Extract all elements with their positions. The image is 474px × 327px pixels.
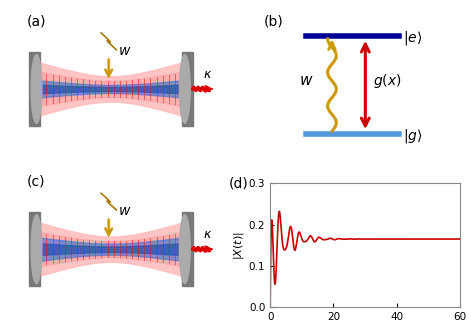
Ellipse shape [31,215,42,284]
Ellipse shape [180,215,190,284]
Polygon shape [100,33,117,50]
Text: (c): (c) [26,175,45,189]
Text: (d): (d) [228,177,248,191]
Text: $w$: $w$ [299,73,314,88]
Text: $g(x)$: $g(x)$ [373,72,402,90]
Text: (a): (a) [26,14,46,28]
Bar [182,212,192,286]
Ellipse shape [180,55,190,123]
Text: $\kappa$: $\kappa$ [202,228,212,241]
Text: $w$: $w$ [118,43,131,58]
Bar [182,52,192,126]
Text: $\kappa$: $\kappa$ [202,68,212,81]
Text: $|g\rangle$: $|g\rangle$ [402,128,422,146]
Bar [29,212,39,286]
Ellipse shape [31,55,42,123]
Bar [29,52,39,126]
Text: $|e\rangle$: $|e\rangle$ [402,29,422,47]
Polygon shape [100,193,117,211]
Y-axis label: $|X(t)|$: $|X(t)|$ [232,231,246,260]
Text: $w$: $w$ [118,204,131,218]
Text: (b): (b) [263,14,283,28]
